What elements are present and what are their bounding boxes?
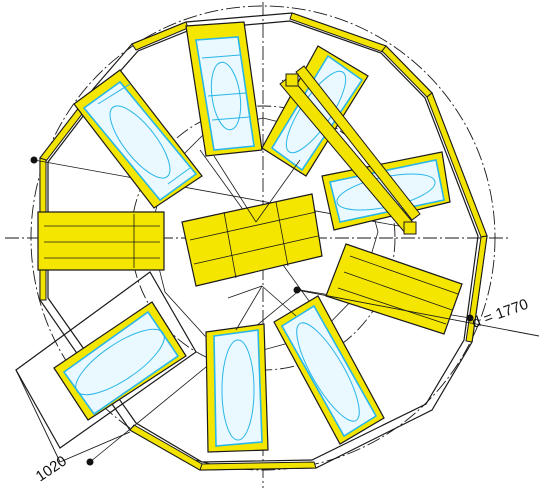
- diameter-label: d = 1770: [470, 296, 531, 332]
- bay-width-label: 1020: [33, 453, 70, 486]
- central-turntable: [181, 193, 323, 287]
- parking-bay-right-lower: [325, 243, 463, 335]
- parking-bay-top: [185, 21, 263, 157]
- dimension-point: [86, 458, 94, 466]
- dimension-point: [30, 156, 38, 164]
- diameter-dimension-line: [296, 289, 539, 337]
- parking-bay-bottom-right: [273, 295, 385, 445]
- bay-width-dimension-line: [59, 431, 131, 463]
- dimension-point: [466, 314, 474, 322]
- rails: [279, 65, 421, 235]
- parking-bay-bottom-left: [205, 323, 269, 453]
- parking-bay-lower-left: [15, 271, 197, 449]
- parking-bay-upper-left: [73, 69, 203, 209]
- hub-struts: [213, 155, 301, 331]
- outer-frame-inner: [47, 20, 479, 463]
- parking-bay-left: [37, 211, 165, 271]
- bay-width-dimension-line: [15, 369, 61, 463]
